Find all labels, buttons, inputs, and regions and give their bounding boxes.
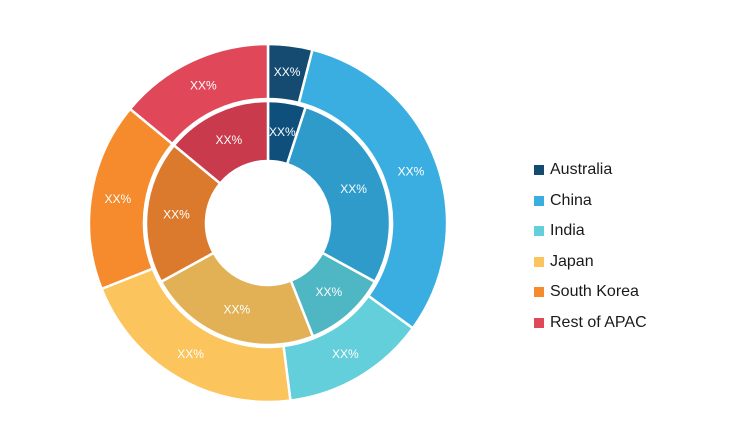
inner-slice-label-china: XX% [340,182,367,196]
outer-slice-rest-of-apac [128,42,270,146]
outer-slice-label-australia: XX% [274,65,301,79]
legend-swatch [534,226,544,237]
legend-item-south-korea: South Korea [534,277,647,308]
inner-slice-label-australia: XX% [269,125,296,139]
outer-slice-label-rest-of-apac: XX% [190,78,217,92]
legend-item-india: India [534,216,647,247]
legend-swatch [534,165,544,176]
legend-item-japan: Japan [534,247,647,278]
outer-slice-china [297,48,449,330]
legend-label: China [550,191,592,209]
legend-label: South Korea [550,283,639,301]
inner-slice-label-india: XX% [315,285,342,299]
inner-slice-label-rest-of-apac: XX% [215,133,242,147]
legend: Australia China India Japan South Korea … [534,155,647,338]
outer-slice-label-japan: XX% [177,347,204,361]
legend-label: Australia [550,161,613,179]
inner-slice-label-japan: XX% [223,303,250,317]
inner-slice-rest-of-apac [172,99,270,186]
slice-labels: XX% XX% XX% XX% XX% XX% XX% XX% XX% XX% XX% XX% [105,65,425,361]
outer-slice-label-india: XX% [332,347,359,361]
outer-slice-label-south-korea: XX% [105,192,132,206]
inner-slice-label-south-korea: XX% [163,207,190,221]
legend-label: Rest of APAC [550,313,647,331]
legend-label: India [550,222,585,240]
inner-slice-china [285,105,392,284]
legend-label: Japan [550,252,594,270]
legend-item-china: China [534,186,647,217]
legend-item-rest-of-apac: Rest of APAC [534,308,647,339]
outer-slice-label-china: XX% [398,165,425,179]
legend-swatch [534,287,544,298]
donut-slices [87,42,449,404]
legend-item-australia: Australia [534,155,647,186]
legend-swatch [534,195,544,206]
inner-slice-japan [159,251,315,347]
legend-swatch [534,317,544,328]
legend-swatch [534,256,544,267]
